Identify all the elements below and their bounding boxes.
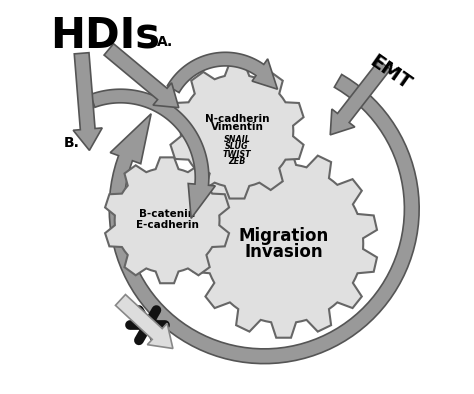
Polygon shape — [171, 63, 303, 199]
Text: Vimentin: Vimentin — [210, 122, 264, 132]
Polygon shape — [90, 89, 215, 218]
Polygon shape — [190, 149, 377, 338]
Text: ZEB: ZEB — [228, 157, 246, 166]
Text: SLUG: SLUG — [225, 142, 249, 151]
Text: HDIs: HDIs — [51, 15, 161, 56]
Polygon shape — [109, 74, 419, 364]
Polygon shape — [105, 157, 229, 283]
Polygon shape — [167, 52, 277, 93]
Text: E-cadherin: E-cadherin — [136, 220, 199, 230]
Text: Invasion: Invasion — [244, 243, 323, 261]
Text: B-catenin: B-catenin — [139, 209, 195, 219]
Text: A.: A. — [157, 35, 173, 48]
Polygon shape — [330, 60, 391, 135]
Text: TWIST: TWIST — [223, 150, 251, 159]
Polygon shape — [104, 44, 179, 108]
Text: Migration: Migration — [238, 227, 329, 245]
Text: N-cadherin: N-cadherin — [205, 114, 269, 125]
Text: EMT: EMT — [366, 52, 415, 94]
Text: B.: B. — [64, 136, 80, 150]
Text: SNAIL: SNAIL — [224, 135, 250, 144]
Polygon shape — [116, 295, 173, 349]
Polygon shape — [73, 53, 102, 151]
